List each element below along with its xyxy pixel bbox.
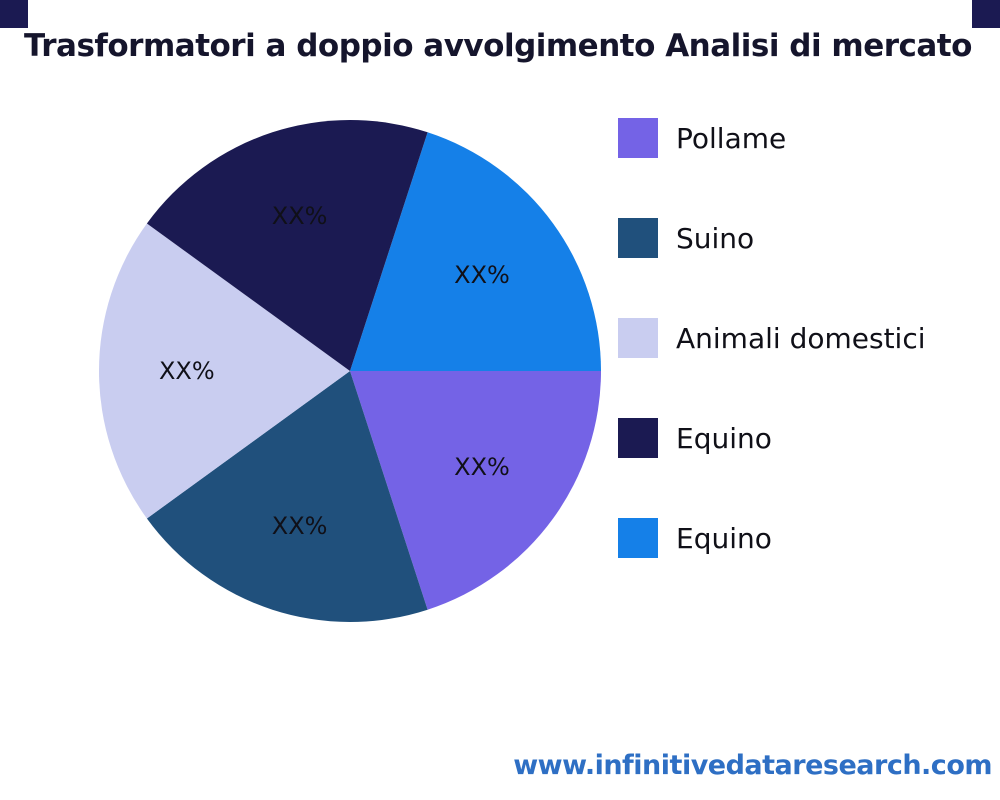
legend-item-pollame: Pollame <box>618 118 926 158</box>
legend-label: Animali domestici <box>676 321 926 355</box>
legend-swatch-icon <box>618 218 658 258</box>
legend-item-equino-dark: Equino <box>618 418 926 458</box>
pie-slice-pollame <box>350 371 601 610</box>
legend-label: Equino <box>676 421 772 455</box>
pie-slice-suino <box>146 371 428 623</box>
legend-item-animali-domestici: Animali domestici <box>618 318 926 358</box>
legend: Pollame Suino Animali domestici Equino E… <box>618 118 926 618</box>
pie-slice-value-label: XX% <box>454 261 510 289</box>
legend-label: Suino <box>676 221 755 255</box>
watermark-link[interactable]: www.infinitivedataresearch.com <box>513 750 992 781</box>
legend-label: Equino <box>676 521 772 555</box>
pie-slice-value-label: XX% <box>454 453 510 481</box>
legend-label: Pollame <box>676 121 787 155</box>
chart-title: Trasformatori a doppio avvolgimento Anal… <box>24 28 972 64</box>
legend-swatch-icon <box>618 318 658 358</box>
pie-slice-value-label: XX% <box>159 357 215 385</box>
pie-slice-animali-domestici <box>98 223 350 519</box>
pie-slice-equino <box>146 119 428 371</box>
legend-swatch-icon <box>618 118 658 158</box>
corner-decoration-top-right-icon <box>972 0 1000 28</box>
pie-slice-value-label: XX% <box>272 202 328 230</box>
legend-swatch-icon <box>618 418 658 458</box>
pie-slice-value-label: XX% <box>272 512 328 540</box>
corner-decoration-top-left-icon <box>0 0 28 28</box>
legend-item-suino: Suino <box>618 218 926 258</box>
legend-item-equino-blue: Equino <box>618 518 926 558</box>
legend-swatch-icon <box>618 518 658 558</box>
pie-slice-equino <box>350 132 601 371</box>
